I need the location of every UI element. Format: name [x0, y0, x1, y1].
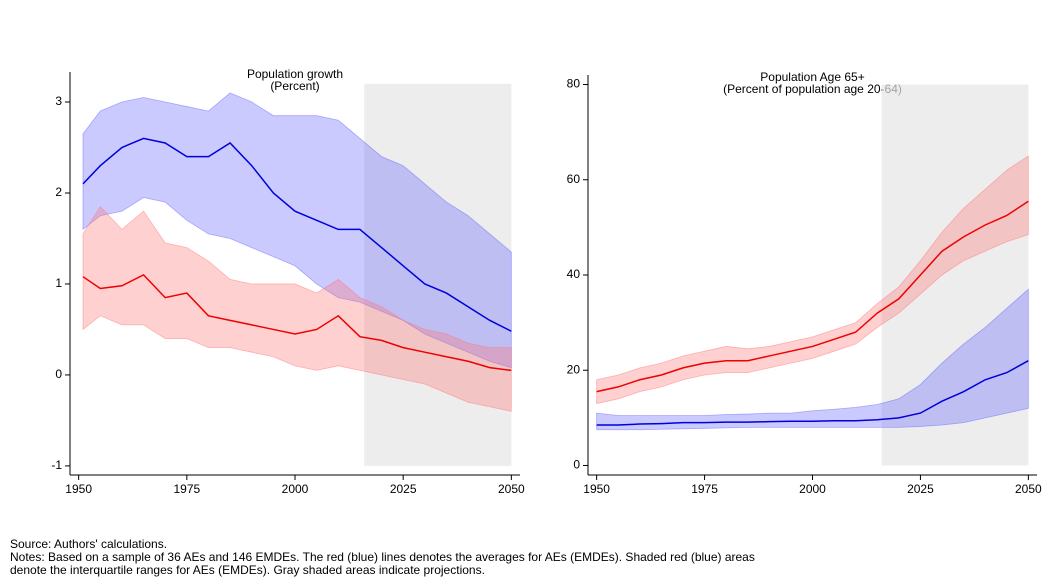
y-tick-label: 1 — [55, 276, 62, 290]
iqr-band — [596, 155, 1029, 405]
x-tick-label: 2025 — [390, 482, 417, 496]
mean-line — [82, 273, 512, 372]
chart-title: Population Age 65+ — [760, 70, 864, 84]
source-note: Source: Authors' calculations. — [10, 537, 167, 551]
x-tick-label: 2050 — [498, 482, 525, 496]
y-tick-label: -1 — [51, 458, 62, 472]
mean-line — [596, 360, 1029, 426]
chart-subtitle: (Percent) — [270, 79, 319, 93]
y-tick-label: 20 — [567, 362, 581, 376]
mean-line — [82, 137, 512, 332]
y-tick-label: 2 — [55, 185, 62, 199]
iqr-band — [82, 205, 512, 412]
note-line: denote the interquartile ranges for AEs … — [10, 563, 485, 577]
y-tick-label: 60 — [567, 172, 581, 186]
iqr-band — [596, 288, 1029, 431]
x-tick-label: 2025 — [907, 482, 934, 496]
x-tick-label: 2000 — [282, 482, 309, 496]
note-line: Notes: Based on a sample of 36 AEs and 1… — [10, 550, 755, 564]
x-tick-label: 1975 — [173, 482, 200, 496]
mean-line — [596, 200, 1029, 393]
chart-title: Population growth — [247, 67, 343, 81]
projection-shade — [881, 84, 1029, 466]
y-tick-label: 0 — [55, 367, 62, 381]
y-tick-label: 3 — [55, 94, 62, 108]
projection-shade — [364, 83, 512, 466]
x-tick-label: 1950 — [583, 482, 610, 496]
y-tick-label: 80 — [567, 77, 581, 91]
x-tick-label: 1975 — [691, 482, 718, 496]
x-tick-label: 1950 — [65, 482, 92, 496]
x-tick-label: 2050 — [1015, 482, 1042, 496]
chart-subtitle: (Percent of population age 20-64) — [723, 82, 902, 96]
y-tick-label: 0 — [573, 458, 580, 472]
x-tick-label: 2000 — [799, 482, 826, 496]
y-tick-label: 40 — [567, 267, 581, 281]
